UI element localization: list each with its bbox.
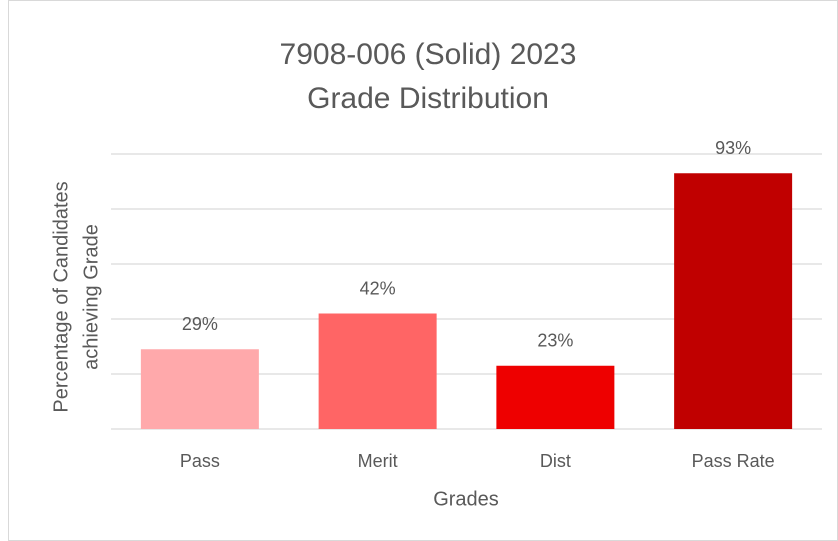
- data-label: 93%: [715, 138, 751, 158]
- chart-title: Grade Distribution: [307, 82, 549, 115]
- y-axis-title: achieving Grade: [80, 224, 102, 370]
- x-axis-title: Grades: [433, 488, 499, 510]
- y-axis-title: Percentage of Candidates: [50, 181, 72, 412]
- data-label: 29%: [182, 314, 218, 334]
- x-tick-label: Pass Rate: [692, 451, 775, 471]
- x-tick-label: Pass: [180, 451, 220, 471]
- data-label: 23%: [537, 331, 573, 351]
- bar: [140, 349, 259, 429]
- x-tick-label: Dist: [540, 451, 571, 471]
- data-label: 42%: [360, 278, 396, 298]
- bar: [674, 173, 793, 429]
- x-tick-label: Merit: [358, 451, 398, 471]
- chart-title: 7908-006 (Solid) 2023: [280, 38, 577, 71]
- bar: [318, 313, 437, 429]
- bar: [496, 365, 615, 429]
